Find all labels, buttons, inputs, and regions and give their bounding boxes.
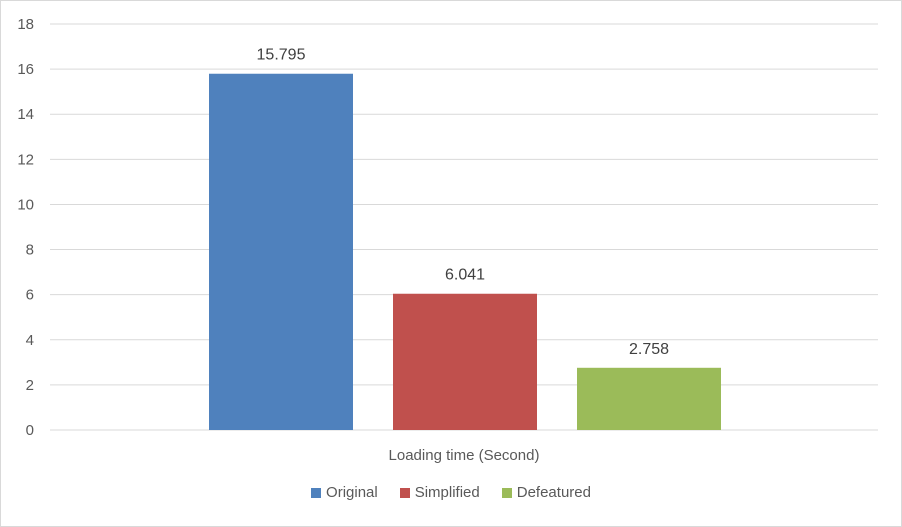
y-tick-label: 2 (26, 377, 34, 394)
legend: Original Simplified Defeatured (0, 484, 902, 501)
legend-swatch-simplified (399, 487, 410, 498)
data-label-original: 15.795 (257, 47, 306, 64)
y-tick-label: 10 (17, 196, 34, 213)
y-tick-label: 18 (17, 16, 34, 33)
bar-original (209, 73, 353, 431)
y-tick-label: 12 (17, 151, 34, 168)
legend-item-defeatured: Defeatured (501, 484, 591, 501)
x-axis-category-label: Loading time (Second) (389, 447, 540, 464)
bars (209, 73, 721, 431)
gridlines (50, 23, 878, 431)
y-tick-label: 16 (17, 61, 34, 78)
data-label-simplified: 6.041 (445, 267, 485, 284)
y-axis-ticks: 0 2 4 6 8 10 12 14 16 18 (17, 16, 34, 439)
data-label-defeatured: 2.758 (629, 341, 669, 358)
y-tick-label: 6 (26, 287, 34, 304)
legend-item-original: Original (311, 484, 378, 501)
y-tick-label: 14 (17, 106, 34, 123)
data-labels: 15.795 6.041 2.758 (257, 47, 670, 358)
y-tick-label: 4 (26, 332, 34, 349)
legend-label-defeatured: Defeatured (516, 484, 591, 501)
legend-label-original: Original (326, 484, 378, 501)
bar-simplified (393, 293, 537, 430)
y-tick-label: 8 (26, 242, 34, 259)
legend-item-simplified: Simplified (399, 484, 480, 501)
bar-defeatured (577, 367, 721, 430)
y-tick-label: 0 (26, 422, 34, 439)
legend-label-simplified: Simplified (414, 484, 480, 501)
legend-swatch-defeatured (501, 487, 512, 498)
legend-swatch-original (311, 487, 322, 498)
